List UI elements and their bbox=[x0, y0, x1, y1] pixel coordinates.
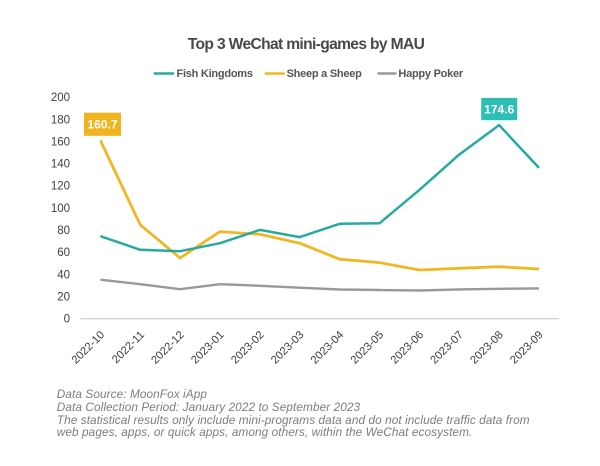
svg-text:174.6: 174.6 bbox=[484, 103, 514, 117]
svg-text:Fish Kingdoms: Fish Kingdoms bbox=[177, 68, 253, 80]
svg-text:2023-08: 2023-08 bbox=[468, 329, 506, 367]
svg-text:140: 140 bbox=[51, 159, 70, 171]
svg-text:2023-06: 2023-06 bbox=[389, 329, 427, 367]
svg-text:180: 180 bbox=[51, 114, 70, 126]
svg-text:160: 160 bbox=[51, 136, 70, 148]
svg-text:2023-02: 2023-02 bbox=[229, 329, 267, 367]
svg-text:Data Source: MoonFox iApp: Data Source: MoonFox iApp bbox=[57, 387, 208, 401]
svg-text:20: 20 bbox=[57, 292, 70, 304]
svg-text:2023-05: 2023-05 bbox=[349, 329, 387, 367]
svg-text:2023-03: 2023-03 bbox=[269, 329, 307, 367]
svg-text:80: 80 bbox=[57, 225, 70, 237]
svg-text:Happy Poker: Happy Poker bbox=[398, 68, 463, 80]
svg-text:0: 0 bbox=[64, 314, 70, 326]
svg-text:2023-09: 2023-09 bbox=[508, 329, 546, 367]
svg-text:2022-12: 2022-12 bbox=[149, 329, 187, 367]
svg-text:160.7: 160.7 bbox=[87, 118, 117, 132]
svg-text:web pages, apps, or quick apps: web pages, apps, or quick apps, among ot… bbox=[57, 425, 473, 439]
svg-text:40: 40 bbox=[57, 269, 70, 281]
svg-text:2022-11: 2022-11 bbox=[110, 329, 147, 366]
svg-text:2023-01: 2023-01 bbox=[189, 329, 227, 367]
svg-text:Sheep a Sheep: Sheep a Sheep bbox=[287, 68, 363, 80]
svg-text:100: 100 bbox=[51, 203, 70, 215]
svg-text:60: 60 bbox=[57, 247, 70, 259]
svg-text:120: 120 bbox=[51, 181, 70, 193]
svg-text:2023-07: 2023-07 bbox=[428, 329, 466, 367]
svg-text:200: 200 bbox=[51, 92, 70, 104]
svg-text:2022-10: 2022-10 bbox=[70, 329, 108, 367]
svg-text:2023-04: 2023-04 bbox=[309, 329, 347, 367]
svg-text:Top 3 WeChat mini-games by MAU: Top 3 WeChat mini-games by MAU bbox=[188, 36, 425, 53]
svg-text:The statistical results only i: The statistical results only include min… bbox=[57, 413, 530, 427]
svg-text:Data Collection Period: Januar: Data Collection Period: January 2022 to … bbox=[57, 400, 361, 414]
